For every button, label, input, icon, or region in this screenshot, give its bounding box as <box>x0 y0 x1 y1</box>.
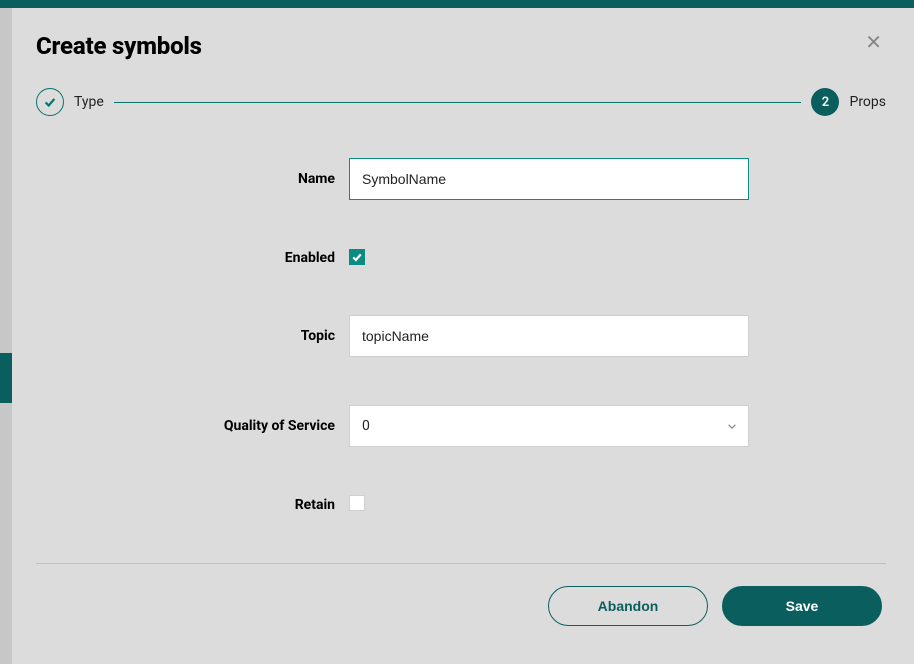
footer: Abandon Save <box>36 586 886 626</box>
topic-input[interactable] <box>349 315 749 357</box>
step-type-label: Type <box>74 94 104 110</box>
checkmark-icon <box>351 251 363 263</box>
retain-checkbox[interactable] <box>349 495 365 511</box>
modal-title: Create symbols <box>36 32 202 60</box>
row-qos: Quality of Service 0 <box>44 405 878 447</box>
divider <box>36 563 886 564</box>
form: Name Enabled Topic Quality of Service <box>36 158 886 515</box>
step-props-label: Props <box>849 94 886 110</box>
save-button[interactable]: Save <box>722 586 882 626</box>
stepper: Type 2 Props <box>36 88 886 116</box>
label-retain: Retain <box>44 497 349 513</box>
close-icon[interactable]: ✕ <box>861 32 886 52</box>
name-input[interactable] <box>349 158 749 200</box>
row-name: Name <box>44 158 878 200</box>
label-topic: Topic <box>44 328 349 344</box>
backdrop-top <box>0 0 914 8</box>
create-symbols-modal: Create symbols ✕ Type 2 Props Name Enabl… <box>12 8 910 658</box>
enabled-checkbox[interactable] <box>349 249 365 265</box>
row-enabled: Enabled <box>44 248 878 267</box>
label-qos: Quality of Service <box>44 418 349 434</box>
abandon-button[interactable]: Abandon <box>548 586 708 626</box>
qos-select[interactable]: 0 <box>349 405 749 447</box>
label-enabled: Enabled <box>44 250 349 266</box>
checkmark-icon <box>43 95 57 109</box>
row-topic: Topic <box>44 315 878 357</box>
backdrop-side <box>0 8 12 664</box>
modal-header: Create symbols ✕ <box>36 32 886 60</box>
stepper-line <box>114 102 802 103</box>
step-props-indicator[interactable]: 2 <box>811 88 839 116</box>
row-retain: Retain <box>44 495 878 515</box>
step-type-indicator[interactable] <box>36 88 64 116</box>
qos-select-value: 0 <box>349 405 749 447</box>
label-name: Name <box>44 171 349 187</box>
step-props-number: 2 <box>822 95 829 110</box>
